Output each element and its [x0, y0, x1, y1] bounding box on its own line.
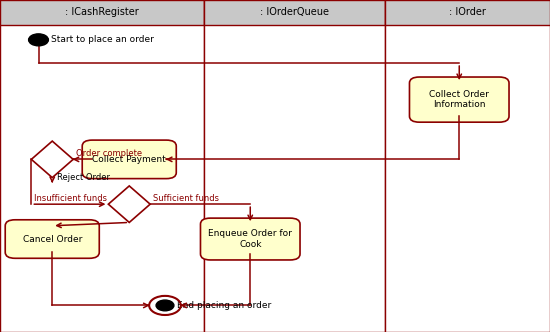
Text: : IOrder: : IOrder — [449, 7, 486, 18]
FancyBboxPatch shape — [200, 218, 300, 260]
Text: Start to place an order: Start to place an order — [51, 35, 153, 44]
FancyBboxPatch shape — [204, 0, 385, 25]
Text: : IOrderQueue: : IOrderQueue — [260, 7, 329, 18]
Text: Sufficient funds: Sufficient funds — [153, 194, 219, 203]
Text: Reject Order: Reject Order — [57, 173, 109, 182]
FancyBboxPatch shape — [5, 220, 100, 258]
FancyBboxPatch shape — [385, 0, 550, 25]
Circle shape — [29, 34, 48, 46]
FancyBboxPatch shape — [0, 0, 204, 25]
FancyBboxPatch shape — [409, 77, 509, 122]
FancyBboxPatch shape — [82, 140, 176, 179]
Text: Enqueue Order for
Cook: Enqueue Order for Cook — [208, 229, 292, 249]
Polygon shape — [31, 141, 73, 178]
Text: Collect Payment: Collect Payment — [92, 155, 166, 164]
Circle shape — [156, 300, 174, 311]
Polygon shape — [108, 186, 150, 222]
Text: Collect Order
Information: Collect Order Information — [430, 90, 489, 109]
Text: : ICashRegister: : ICashRegister — [65, 7, 139, 18]
FancyBboxPatch shape — [385, 0, 550, 332]
Text: Cancel Order: Cancel Order — [23, 234, 82, 244]
FancyBboxPatch shape — [0, 0, 204, 332]
Text: Order complete: Order complete — [76, 149, 142, 158]
Text: Insufficient funds: Insufficient funds — [34, 194, 107, 203]
FancyBboxPatch shape — [204, 0, 385, 332]
Text: End placing an order: End placing an order — [177, 301, 271, 310]
